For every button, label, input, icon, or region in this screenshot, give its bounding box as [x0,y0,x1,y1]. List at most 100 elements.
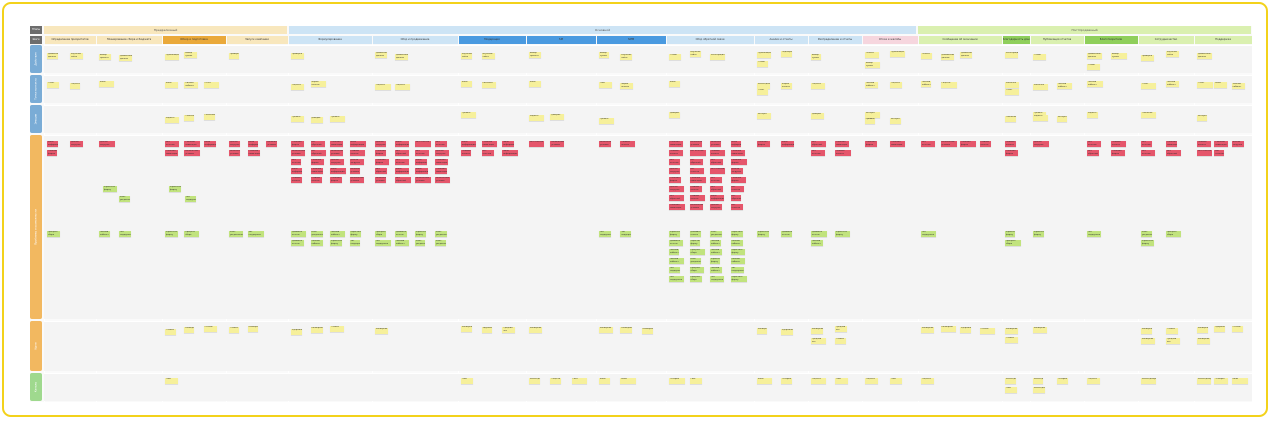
sticky-note[interactable]: Непонятные условия [266,141,278,147]
step-header[interactable]: Сообщение об окончании [918,36,1002,44]
sticky-note[interactable]: Сайт [461,378,473,384]
sticky-note[interactable]: Средний чек [502,327,516,334]
sticky-note[interactable]: Чат поддержки [349,240,360,246]
sticky-note[interactable]: Сложная форма [375,159,389,165]
sticky-note[interactable]: Мало информации [502,141,515,147]
step-header[interactable]: Благотворители [1084,36,1138,44]
sticky-note[interactable]: Нет отчетов [689,168,704,174]
sticky-note[interactable]: Личный кабинет [865,81,878,88]
sticky-note[interactable]: Нет отчетов [710,177,722,183]
sticky-note[interactable]: Соцсети [291,83,304,90]
sticky-note[interactable]: Непонятные условия [330,150,343,156]
sticky-note[interactable]: Добавить отчеты [781,231,792,237]
sticky-note[interactable]: Нет отчетов [415,150,429,156]
sticky-note[interactable]: Сложная форма [730,177,746,183]
sticky-note[interactable]: Соцсети [550,378,562,384]
sticky-note[interactable]: Конверсия [599,327,613,334]
sticky-note[interactable]: Долгая загрузка [99,141,115,147]
sticky-note[interactable]: Сложная навигация [835,141,849,147]
sticky-note[interactable]: Непонятные условия [435,177,450,183]
sticky-note[interactable]: Рассылка [1033,83,1048,90]
sticky-note[interactable]: Мало информации [47,141,58,147]
sticky-note[interactable]: Удержание [781,328,793,335]
sticky-note[interactable]: Ошибки оплаты [710,150,725,156]
sticky-note[interactable]: Выбор проекта [99,53,111,60]
sticky-note[interactable]: Непонятные условия [184,150,201,156]
sticky-note[interactable]: Телефон [1214,378,1229,384]
sticky-note[interactable]: Упростить форму [730,276,747,282]
sticky-note[interactable]: Конверсия [921,327,934,334]
sticky-note[interactable]: Прогресс сбора [689,276,702,282]
sticky-note[interactable]: Нет обратной связи [689,159,703,165]
sticky-note[interactable]: Личный кабинет [669,258,684,264]
sticky-note[interactable]: Соцсети [1087,378,1100,384]
sticky-note[interactable]: Упростить форму [330,240,342,246]
sticky-note[interactable]: Сомнение [184,115,195,122]
sticky-note[interactable]: Добавление данных [375,52,387,59]
sticky-note[interactable]: Push-уведомления [415,240,425,246]
sticky-note[interactable]: Рассылка [481,82,496,89]
step-header[interactable]: Публикация отчетов [1030,36,1084,44]
sticky-note[interactable]: Упростить форму [1005,231,1015,237]
sticky-note[interactable]: Отказы [979,327,995,334]
sticky-note[interactable]: Непонятные условия [689,204,703,210]
sticky-note[interactable]: Сомнение [203,114,215,121]
sticky-note[interactable]: Мало информации [415,159,427,165]
sticky-note[interactable]: Нет отчетов [921,141,935,147]
sticky-note[interactable]: Нет отчетов [415,141,431,147]
sticky-note[interactable]: Email [99,81,114,88]
sticky-note[interactable]: Конверсия [1141,338,1155,345]
sticky-note[interactable]: Мало информации [710,195,724,201]
sticky-note[interactable]: Долгая загрузка [1231,141,1244,147]
sticky-note[interactable]: Нет отчетов [1141,141,1152,147]
sticky-note[interactable]: Нет отчетов [710,168,725,174]
sticky-note[interactable]: Конверсия [1033,327,1047,334]
sticky-note[interactable]: Оплата [865,52,879,59]
sticky-note[interactable]: Долгая загрузка [435,150,449,156]
step-header[interactable]: Формулирование [288,36,372,44]
sticky-note[interactable]: Чат поддержки [119,231,131,237]
sticky-note[interactable]: Ошибки оплаты [291,177,302,183]
sticky-note[interactable]: Непонятные условия [349,177,364,183]
sticky-note[interactable]: Конверсия [247,326,258,333]
sticky-note[interactable]: Сложная навигация [669,141,683,147]
sticky-note[interactable]: Сайт [1005,387,1017,393]
journey-map-board[interactable]: Этапы Шаги Предрелизный Основной Постпродажн… [30,26,1252,402]
sticky-note[interactable]: Отчет [1005,89,1019,96]
step-header[interactable]: Определение приоритетов [44,36,96,44]
sticky-note[interactable]: Сложная форма [669,177,681,183]
sticky-note[interactable]: Нет отчетов [1197,150,1212,156]
sticky-note[interactable]: Сомнение [1141,112,1156,119]
sticky-note[interactable]: Упростить форму [835,231,850,237]
sticky-note[interactable]: Чат поддержки [620,231,632,237]
sticky-note[interactable]: Отказы [1005,336,1018,343]
sticky-note[interactable]: Добавить отчеты [811,231,827,237]
sticky-note[interactable]: Добавление данных [1197,52,1212,59]
sticky-note[interactable]: Непонятные условия [291,150,305,156]
sticky-note[interactable]: Личный кабинет [1087,81,1103,88]
sticky-note[interactable]: Радость [1033,115,1048,122]
sticky-note[interactable]: Email [461,81,472,88]
sticky-note[interactable]: Личный кабинет [710,267,722,273]
sticky-note[interactable]: Проверка [291,53,304,60]
sticky-note[interactable]: Ошибки оплаты [349,150,365,156]
sticky-note[interactable]: Push-уведомления [229,231,243,237]
sticky-note[interactable]: Личный кабинет [811,240,823,246]
sticky-note[interactable]: Сложная навигация [184,141,201,147]
sticky-note[interactable]: Непонятные условия [599,141,611,147]
sticky-note[interactable]: Телефон [669,378,685,384]
sticky-note[interactable]: Непонятные условия [229,150,240,156]
sticky-note[interactable]: Упростить форму [1141,240,1154,246]
sticky-note[interactable]: Интерес [865,112,880,119]
sticky-note[interactable]: Прогресс сбора [689,249,705,255]
sticky-note[interactable]: Нет отчетов [730,204,743,210]
sticky-note[interactable]: Упростить форму [710,258,720,264]
sticky-note[interactable]: Непонятные условия [689,141,702,147]
sticky-note[interactable]: Доверие [811,113,824,120]
phase-header[interactable]: Основной [289,26,916,34]
sticky-note[interactable]: Мессенджеры [1141,378,1156,384]
sticky-note[interactable]: Конверсия [1005,328,1018,335]
sticky-note[interactable]: Push-уведомления [435,240,446,246]
sticky-note[interactable]: Нет обратной связи [310,150,326,156]
sticky-note[interactable]: Конверсия [1197,337,1210,344]
